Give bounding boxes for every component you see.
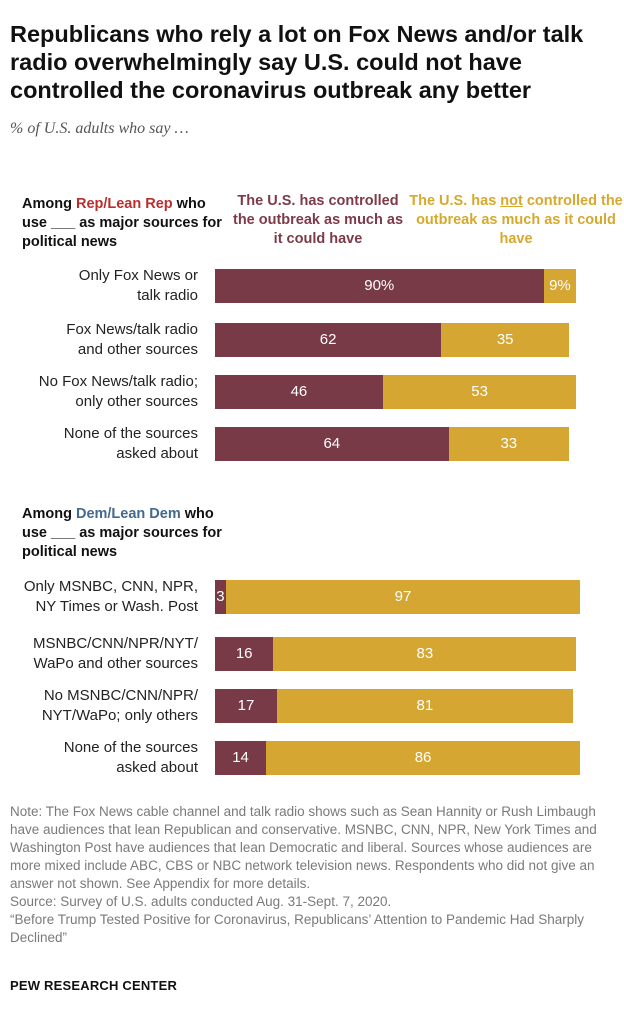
- value-label-controlled: 14: [232, 749, 249, 766]
- row-label: MSNBC/CNN/NPR/NYT/WaPo and other sources: [0, 634, 198, 674]
- row-label-line: Only MSNBC, CNN, NPR,: [23, 578, 198, 595]
- dem-group-heading: Among Dem/Lean Dem who use ___ as major …: [22, 505, 232, 562]
- row-label-line: No Fox News/talk radio;: [38, 373, 198, 390]
- value-label-controlled: 62: [319, 331, 337, 348]
- report-title: “Before Trump Tested Positive for Corona…: [10, 912, 585, 945]
- row-label-line: WaPo and other sources: [33, 655, 198, 672]
- row-label-line: None of the sources: [63, 739, 198, 756]
- bar-not-controlled: [543, 269, 577, 303]
- value-label-not-controlled: 81: [416, 697, 434, 714]
- row-label: Only MSNBC, CNN, NPR, NY Times or Wash. P…: [0, 577, 198, 617]
- legend-b-prefix: The U.S. has: [409, 193, 501, 209]
- bar-controlled: [215, 689, 278, 723]
- bar-controlled: [215, 637, 274, 671]
- bar-not-controlled: [225, 580, 580, 614]
- footnote: Note: The Fox News cable channel and tal…: [10, 803, 616, 947]
- value-label-controlled: 46: [290, 383, 308, 400]
- bar-not-controlled: [441, 323, 570, 357]
- value-label-controlled: 3: [216, 588, 225, 605]
- row-label-line: and other sources: [77, 341, 198, 358]
- row-label: None of the sources asked about: [0, 738, 198, 778]
- bar-not-controlled: [382, 375, 577, 409]
- value-label-not-controlled: 33: [500, 435, 518, 452]
- row-label-line: None of the sources: [63, 425, 198, 442]
- row-label-line: No MSNBC/CNN/NPR/: [43, 687, 198, 704]
- value-label-not-controlled: 86: [414, 749, 432, 766]
- row-label: Only Fox News or talk radio: [0, 266, 198, 306]
- bar-controlled: [215, 269, 544, 303]
- row-label-line: Fox News/talk radio: [66, 321, 198, 338]
- row-label: No Fox News/talk radio; only other source…: [0, 372, 198, 412]
- row-label-line: MSNBC/CNN/NPR/NYT/: [32, 635, 198, 652]
- row-label-line: Only Fox News or: [78, 267, 198, 284]
- bar-not-controlled: [266, 741, 580, 775]
- value-label-not-controlled: 9%: [549, 277, 571, 294]
- bar-not-controlled: [448, 427, 570, 461]
- bar-controlled: [215, 741, 267, 775]
- legend-b-not: not: [500, 193, 523, 209]
- value-label-not-controlled: 35: [496, 331, 514, 348]
- legend-b-suffix: controlled the outbreak as much as it co…: [416, 193, 623, 247]
- bar-not-controlled: [277, 689, 573, 723]
- chart-subtitle: % of U.S. adults who say …: [10, 120, 189, 137]
- value-label-not-controlled: 53: [471, 383, 488, 400]
- row-label-line: asked about: [116, 445, 198, 462]
- row-label-line: talk radio: [137, 287, 198, 304]
- value-label-not-controlled: 83: [416, 645, 434, 662]
- rep-heading-prefix: Among: [22, 196, 76, 212]
- value-label-controlled: 64: [323, 435, 341, 452]
- legend-not-controlled: The U.S. has not controlled the outbreak…: [408, 192, 624, 249]
- dem-heading-suffix: who use ___ as major sources for politic…: [22, 506, 222, 560]
- rep-heading-suffix: who use ___ as major sources for politic…: [22, 196, 222, 250]
- row-label-line: only other sources: [75, 393, 198, 410]
- row-label-line: NYT/WaPo; only others: [41, 707, 198, 724]
- bar-controlled: [215, 427, 449, 461]
- bar-controlled: [215, 580, 226, 614]
- row-label-line: asked about: [116, 759, 198, 776]
- chart-title: Republicans who rely a lot on Fox News a…: [10, 21, 584, 103]
- row-label: None of the sources asked about: [0, 424, 198, 464]
- value-label-controlled: 16: [235, 645, 253, 662]
- row-label: Fox News/talk radio and other sources: [0, 320, 198, 360]
- note-text: Note: The Fox News cable channel and tal…: [10, 804, 597, 891]
- bar-not-controlled: [273, 637, 577, 671]
- value-label-controlled: 90%: [364, 277, 395, 294]
- source-text: Source: Survey of U.S. adults conducted …: [10, 894, 392, 909]
- bar-controlled: [215, 375, 383, 409]
- bar-controlled: [215, 323, 442, 357]
- dem-party-label: Dem/Lean Dem: [75, 506, 181, 522]
- row-label-line: NY Times or Wash. Post: [35, 598, 198, 615]
- row-label: No MSNBC/CNN/NPR/NYT/WaPo; only others: [0, 686, 198, 726]
- value-label-not-controlled: 97: [394, 588, 412, 605]
- value-label-controlled: 17: [237, 697, 255, 714]
- rep-party-label: Rep/Lean Rep: [75, 196, 173, 212]
- pew-logo-text: PEW RESEARCH CENTER: [10, 978, 178, 993]
- rep-group-heading: Among Rep/Lean Rep who use ___ as major …: [22, 195, 232, 252]
- dem-heading-prefix: Among: [22, 506, 76, 522]
- legend-controlled: The U.S. has controlled the outbreak as …: [232, 193, 404, 247]
